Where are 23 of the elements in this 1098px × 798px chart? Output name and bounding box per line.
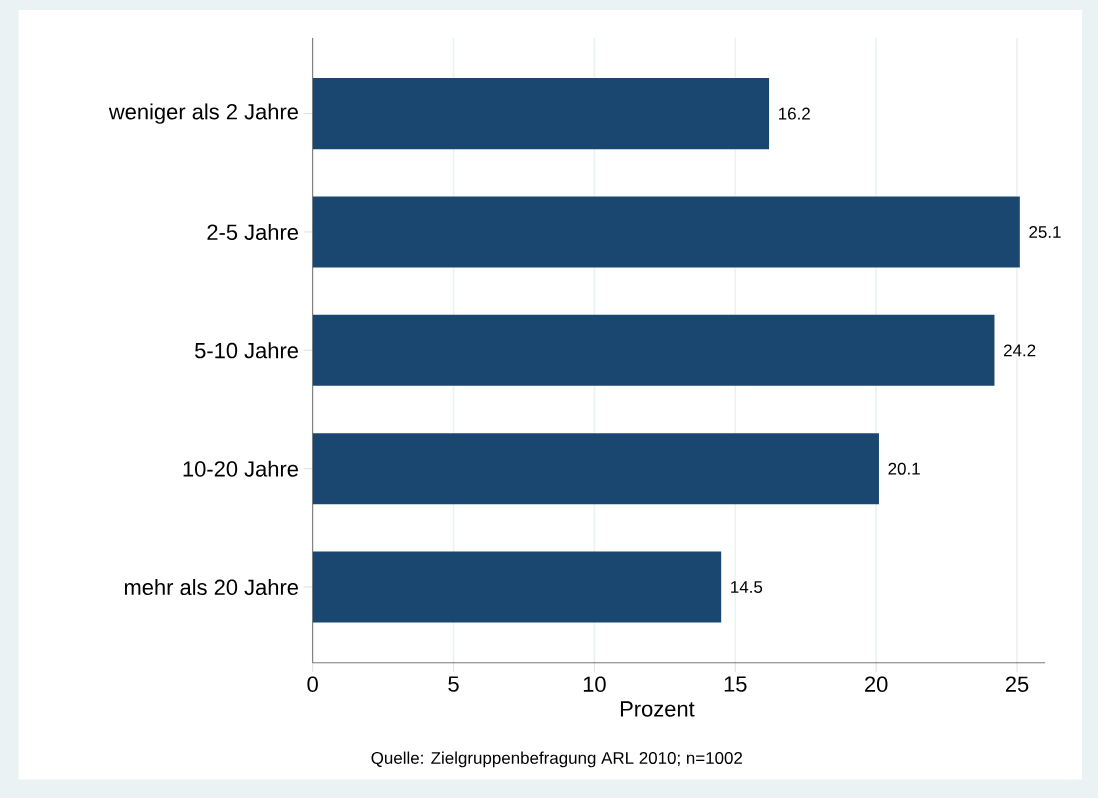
source-note: Quelle: Zielgruppenbefragung ARL 2010; n=1002	[371, 751, 743, 768]
y-tick-label: weniger als 2 Jahre	[108, 103, 298, 124]
x-tick-label: 20	[865, 676, 888, 692]
data-label: 24.2	[1004, 344, 1036, 357]
x-tick-label: 15	[724, 676, 747, 692]
bar	[312, 314, 995, 386]
x-tick-label: 10	[583, 676, 606, 692]
x-axis-title: Prozent	[620, 701, 695, 717]
y-tick-label: 2-5 Jahre	[207, 223, 298, 240]
data-label: 14.5	[731, 580, 763, 593]
bar	[312, 551, 722, 623]
bar	[312, 433, 879, 505]
x-tick-label: 25	[1005, 676, 1029, 692]
data-label: 16.2	[779, 107, 810, 120]
y-tick-label: mehr als 20 Jahre	[124, 578, 298, 595]
y-tick-label: 10-20 Jahre	[183, 460, 298, 477]
bar	[312, 77, 770, 149]
x-tick-label: 5	[448, 676, 459, 692]
data-label: 25.1	[1029, 225, 1061, 238]
data-label: 20.1	[888, 462, 920, 475]
y-tick-label: 5-10 Jahre	[195, 342, 298, 359]
x-tick-label: 0	[307, 676, 318, 692]
bar	[312, 196, 1020, 268]
